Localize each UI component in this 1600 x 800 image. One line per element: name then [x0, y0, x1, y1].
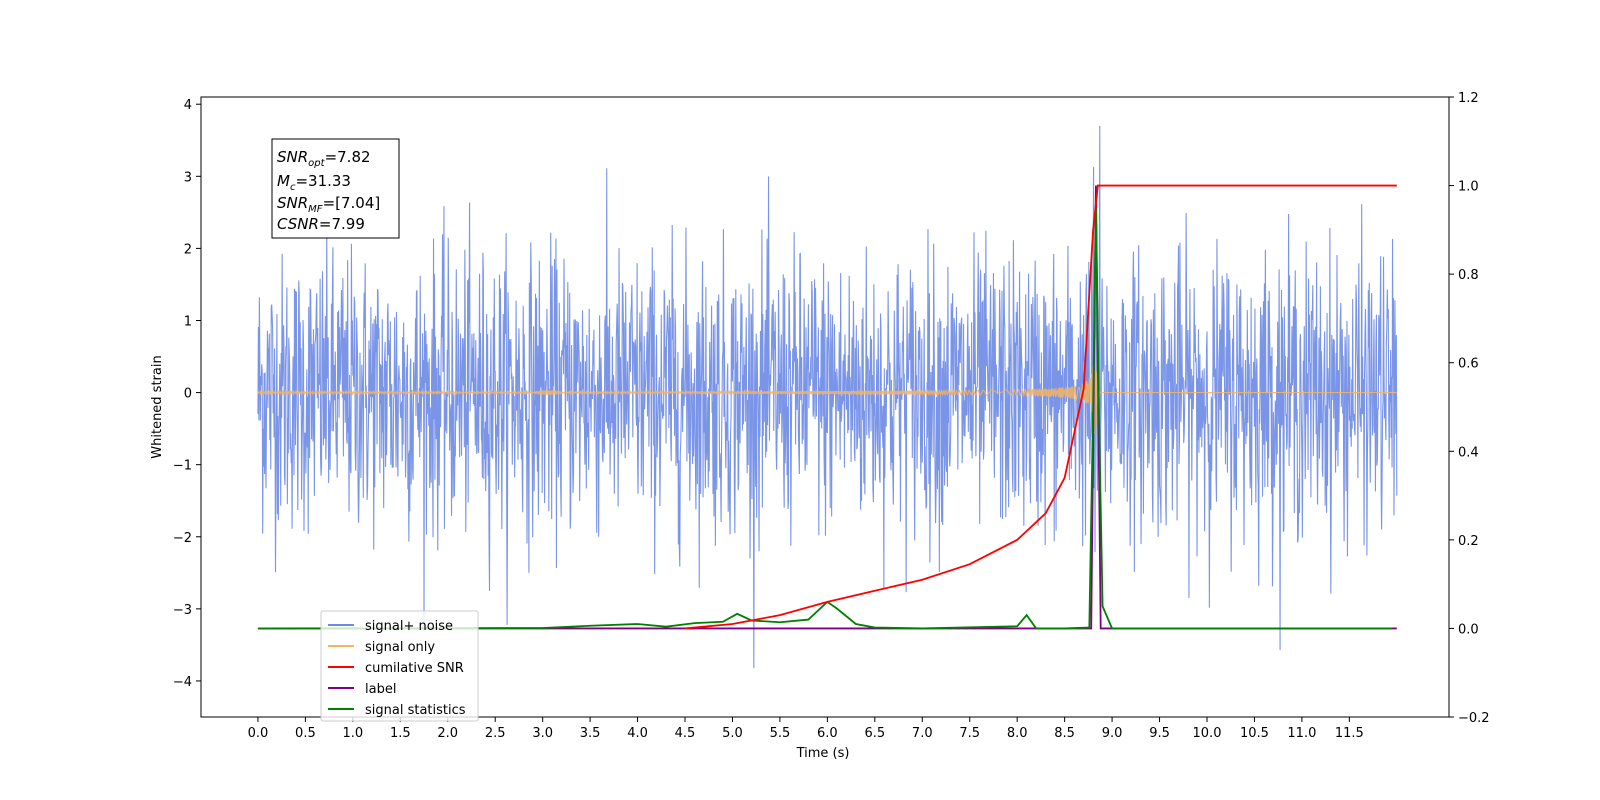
y-axis-left: 4 3 2 1 0 −1 −2 −3 −4 — [173, 98, 201, 690]
y-tick-left-label: −3 — [173, 603, 192, 618]
x-tick-label: 7.5 — [959, 726, 980, 741]
y-tick-left-label: −4 — [173, 675, 192, 690]
x-tick-label: 0.0 — [248, 726, 269, 741]
y-tick-left-label: 3 — [184, 170, 192, 185]
x-tick-label: 8.5 — [1054, 726, 1075, 741]
y-tick-left-label: 2 — [184, 242, 192, 257]
x-tick-label: 0.5 — [295, 726, 316, 741]
x-tick-label: 5.0 — [722, 726, 743, 741]
x-tick-label: 7.0 — [912, 726, 933, 741]
x-tick-label: 11.0 — [1287, 726, 1316, 741]
y-tick-left-label: −2 — [173, 531, 192, 546]
legend: signal+ noise signal only cumilative SNR la… — [320, 610, 479, 722]
x-tick-label: 9.5 — [1149, 726, 1170, 741]
y-tick-right-label: 0.8 — [1458, 268, 1479, 283]
x-tick-label: 2.0 — [437, 726, 458, 741]
x-tick-label: 10.0 — [1193, 726, 1222, 741]
y-tick-right-label: 0.2 — [1458, 534, 1479, 549]
y-tick-right-label: −0.2 — [1458, 711, 1490, 726]
legend-label: label — [365, 682, 396, 697]
annotation-snr-mf: SNRMF=[7.04] — [277, 194, 380, 215]
x-tick-label: 3.0 — [532, 726, 553, 741]
y-tick-left-label: 0 — [184, 387, 192, 402]
y-tick-left-label: −1 — [173, 459, 192, 474]
x-axis: 0.0 0.5 1.0 1.5 2.0 2.5 3.0 3.5 4.0 4.5 5.0 5.5 6.0 6… — [248, 717, 1364, 741]
x-tick-label: 11.5 — [1335, 726, 1364, 741]
x-tick-label: 8.0 — [1007, 726, 1028, 741]
x-tick-label: 1.0 — [343, 726, 364, 741]
legend-label: signal statistics — [365, 703, 466, 718]
annotation-box: SNRopt=7.82 Mc=31.33 SNRMF=[7.04] CSNR=7… — [271, 138, 400, 239]
series-signal-only — [257, 338, 1397, 435]
y-tick-right-label: 1.2 — [1458, 91, 1479, 106]
x-tick-label: 1.5 — [390, 726, 411, 741]
x-tick-label: 6.5 — [864, 726, 885, 741]
annotation-frame — [271, 138, 400, 239]
x-tick-label: 4.5 — [675, 726, 696, 741]
x-axis-title: Time (s) — [796, 746, 850, 761]
x-tick-label: 10.5 — [1240, 726, 1269, 741]
legend-label: signal+ noise — [365, 619, 453, 634]
y-tick-right-label: 1.0 — [1458, 180, 1479, 195]
y-axis-title: Whitened strain — [150, 355, 165, 458]
x-tick-label: 4.0 — [627, 726, 648, 741]
x-tick-label: 2.5 — [485, 726, 506, 741]
x-tick-label: 6.0 — [817, 726, 838, 741]
legend-label: signal only — [365, 640, 435, 655]
x-tick-label: 9.0 — [1102, 726, 1123, 741]
y-tick-left-label: 1 — [184, 314, 192, 329]
legend-label: cumilative SNR — [365, 661, 464, 676]
x-tick-label: 3.5 — [580, 726, 601, 741]
plot-frame — [200, 96, 1450, 718]
series-layer — [257, 125, 1398, 669]
y-axis-right: 1.2 1.0 0.8 0.6 0.4 0.2 0.0 −0.2 — [1449, 91, 1490, 726]
series-signal-statistics — [257, 207, 1393, 630]
y-tick-right-label: 0.0 — [1458, 622, 1479, 637]
annotation-mc: Mc=31.33 — [277, 172, 351, 193]
y-tick-right-label: 0.4 — [1458, 445, 1479, 460]
legend-frame — [320, 610, 479, 722]
annotation-csnr: CSNR=7.99 — [277, 215, 365, 233]
x-tick-label: 5.5 — [770, 726, 791, 741]
annotation-snr-opt: SNRopt=7.82 — [277, 148, 371, 169]
series-signal-plus-noise — [257, 125, 1398, 669]
series-cumilative-snr — [684, 184, 1397, 630]
y-tick-right-label: 0.6 — [1458, 357, 1479, 372]
y-tick-left-label: 4 — [184, 98, 192, 113]
